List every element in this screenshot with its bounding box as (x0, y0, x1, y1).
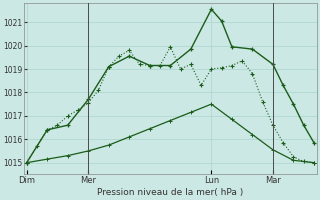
X-axis label: Pression niveau de la mer( hPa ): Pression niveau de la mer( hPa ) (97, 188, 244, 197)
